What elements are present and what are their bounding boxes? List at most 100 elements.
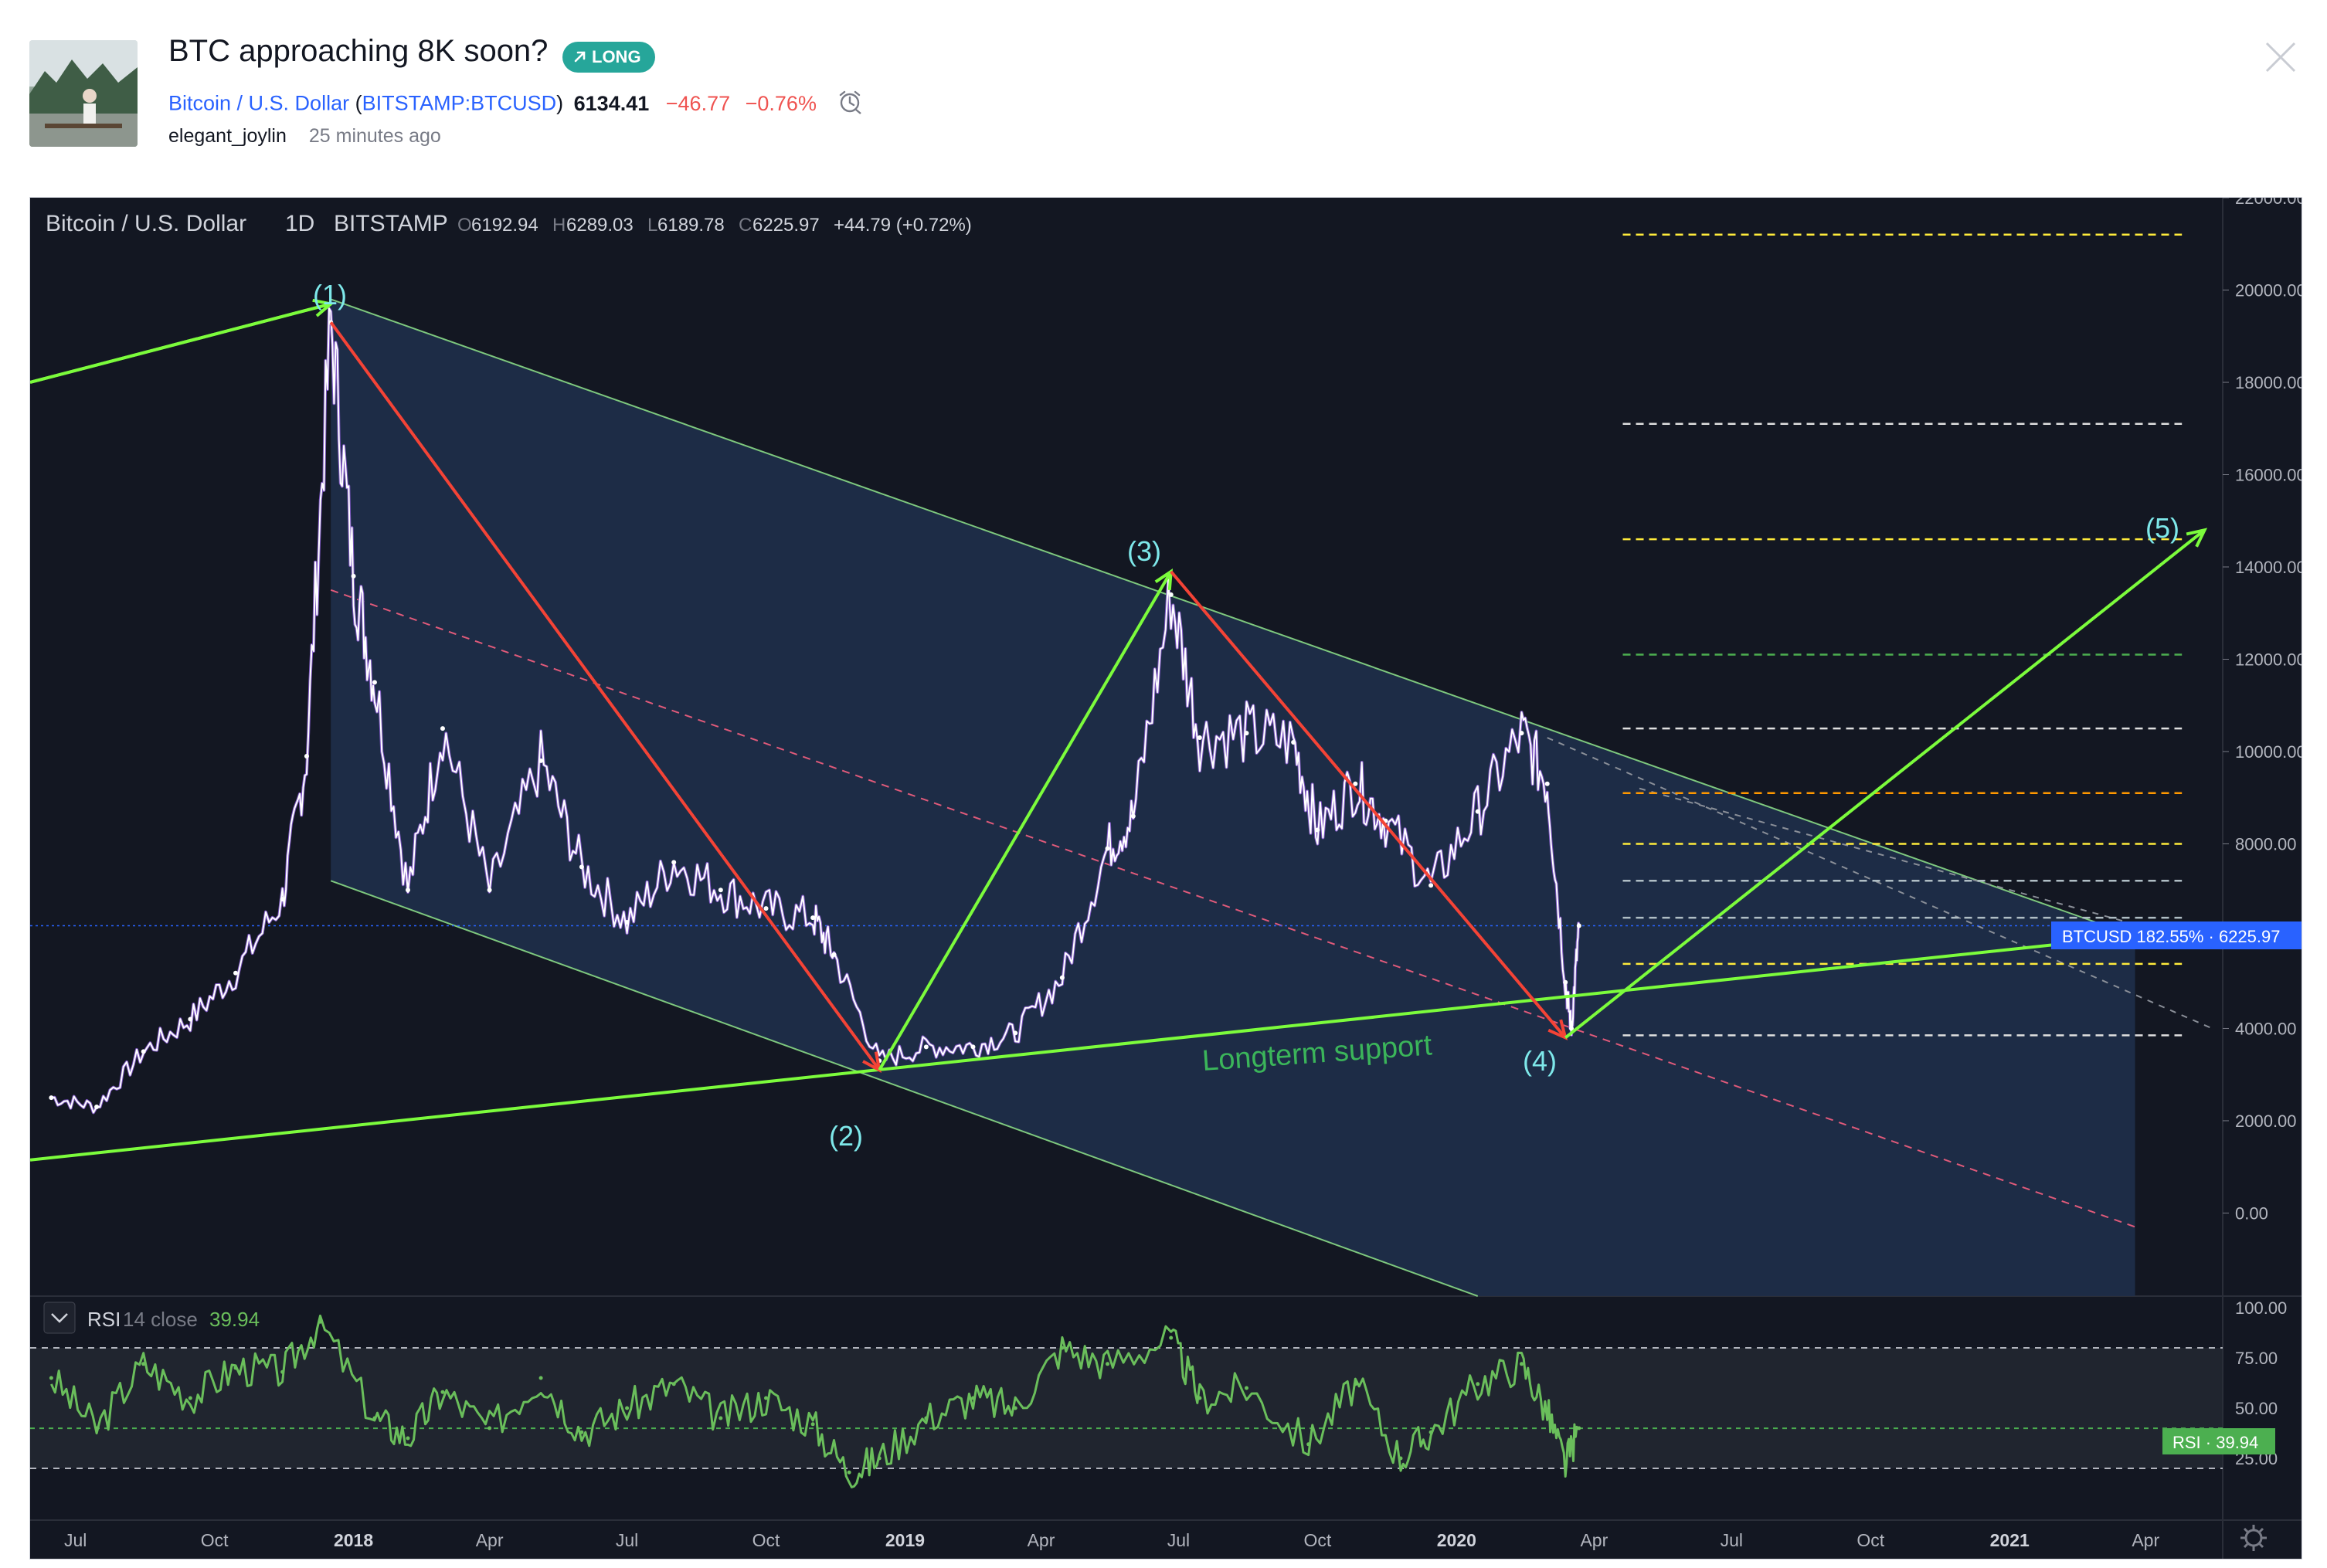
legend-high: 6289.03: [566, 215, 634, 236]
rsi-point: [406, 1436, 410, 1441]
price-axis-label: 14000.00: [2235, 558, 2302, 577]
rsi-badge: RSI · 39.94: [2162, 1428, 2275, 1454]
legend-exchange: BITSTAMP: [334, 211, 448, 236]
rsi-point: [487, 1426, 492, 1431]
price-point: [1563, 979, 1568, 985]
symbol-name-link[interactable]: Bitcoin / U.S. Dollar: [168, 91, 350, 115]
rsi-point: [440, 1390, 445, 1394]
rsi-point: [579, 1430, 584, 1434]
price-point: [1168, 592, 1174, 597]
rsi-point: [49, 1376, 53, 1380]
price-point: [405, 888, 410, 893]
price-axis-label: 10000.00: [2235, 742, 2302, 762]
price-point: [1569, 1026, 1575, 1031]
rsi-point: [538, 1376, 543, 1380]
time-axis-label: 2020: [1437, 1530, 1476, 1550]
price-point: [579, 864, 584, 870]
wave-arrow-4: [1564, 528, 2206, 1039]
long-badge-label: LONG: [592, 47, 641, 66]
symbol-row: Bitcoin / U.S. Dollar (BITSTAMP:BTCUSD) …: [168, 88, 864, 121]
rsi-point: [764, 1396, 769, 1400]
price-point: [624, 920, 630, 925]
legend-low: 6189.78: [657, 215, 725, 236]
price-point: [1244, 731, 1249, 736]
price-point: [94, 1105, 100, 1110]
rsi-point: [280, 1369, 285, 1374]
rsi-point: [1476, 1382, 1480, 1386]
price-point: [440, 726, 445, 731]
rsi-collapse-button[interactable]: [43, 1302, 76, 1334]
legend-o-label: O: [457, 215, 472, 236]
wave-arrow-3: [1170, 570, 1567, 1039]
price-badge-label: BTCUSD 182.55% · 6225.97: [2062, 927, 2281, 946]
price-axis-label: 20000.00: [2235, 280, 2302, 300]
price-point: [372, 680, 377, 685]
rsi-point: [1244, 1386, 1248, 1390]
time-axis-label: Jul: [1167, 1530, 1190, 1550]
price-point: [304, 753, 309, 759]
author-name[interactable]: elegant_joylin: [168, 125, 287, 147]
time-axis-label: Apr: [1028, 1530, 1055, 1550]
published-time: 25 minutes ago: [308, 125, 441, 147]
price-point: [718, 888, 723, 893]
rsi-point: [318, 1319, 323, 1324]
price-point: [538, 758, 544, 763]
legend-interval: 1D: [285, 211, 314, 236]
price-point: [1130, 813, 1136, 819]
projection-line: [1639, 787, 2213, 946]
rsi-band-fill: [30, 1348, 2223, 1468]
close-icon[interactable]: [2264, 40, 2298, 74]
price-point: [1291, 740, 1296, 745]
rsi-point: [877, 1456, 882, 1461]
price-point: [1059, 975, 1065, 980]
time-axis-label: Oct: [752, 1530, 780, 1550]
legend-close: 6225.97: [752, 215, 820, 236]
time-axis-label: Jul: [64, 1530, 87, 1550]
price-series-line: [51, 307, 1580, 1114]
rsi-point: [1197, 1396, 1202, 1400]
rsi-point: [1577, 1426, 1581, 1431]
rsi-legend-value: 39.94: [209, 1308, 260, 1331]
rsi-point: [970, 1396, 975, 1400]
chart-container[interactable]: 22000.00 20000.00 18000.00 16000.00 14000.00…: [29, 188, 2306, 1560]
time-axis-label: 2018: [334, 1530, 373, 1550]
price-point: [1353, 781, 1358, 786]
rsi-point: [1519, 1362, 1524, 1366]
settings-gear-icon[interactable]: [2240, 1525, 2267, 1551]
price-point: [487, 888, 492, 893]
rsi-point: [1545, 1410, 1550, 1414]
rsi-point: [1353, 1382, 1357, 1386]
wave-arrow-1: [329, 321, 881, 1071]
price-point: [141, 1049, 146, 1054]
price-point: [1013, 1030, 1018, 1036]
rsi-point: [1398, 1456, 1403, 1461]
rsi-point: [1306, 1442, 1311, 1447]
alarm-clock-icon[interactable]: [836, 88, 864, 121]
rsi-legend-params: 14 close: [123, 1308, 198, 1331]
time-axis-label: 2019: [885, 1530, 925, 1550]
rsi-point: [847, 1470, 851, 1475]
rsi-point: [1013, 1406, 1017, 1410]
time-axis-label: Apr: [2132, 1530, 2159, 1550]
rsi-badge-label: RSI · 39.94: [2172, 1433, 2258, 1452]
price-point: [1519, 731, 1524, 736]
rsi-point: [1563, 1462, 1568, 1467]
wave-1-arrow-head: [312, 298, 335, 317]
price-point: [280, 897, 285, 902]
price-axis-label: 4000.00: [2235, 1019, 2297, 1038]
legend-h-label: H: [552, 215, 566, 236]
longterm-support-line: [29, 934, 2135, 1162]
author-row: elegant_joylin 25 minutes ago: [168, 125, 441, 148]
chart-svg[interactable]: 22000.00 20000.00 18000.00 16000.00 14000.00…: [29, 188, 2306, 1559]
wave-2-label: (2): [829, 1120, 863, 1152]
rsi-point: [718, 1416, 723, 1420]
wave-1-arrow: [29, 302, 331, 384]
wave-5-label: (5): [2145, 512, 2179, 544]
price-point: [831, 952, 837, 957]
arrow-up-right-icon: [573, 42, 587, 73]
rsi-axis-label: 75.00: [2235, 1349, 2278, 1368]
rsi-point: [233, 1366, 238, 1370]
author-avatar[interactable]: [29, 40, 138, 147]
rsi-point: [671, 1382, 676, 1386]
symbol-code-link[interactable]: BITSTAMP:BTCUSD: [362, 91, 557, 115]
